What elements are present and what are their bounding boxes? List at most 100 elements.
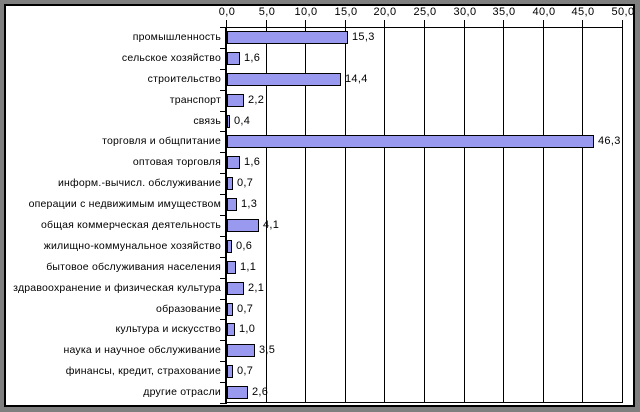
bar: [227, 135, 594, 148]
bar-value-label: 0,7: [237, 177, 254, 189]
category-label: транспорт: [169, 94, 221, 106]
bar: [227, 156, 240, 169]
gridline: [345, 27, 346, 403]
bar: [227, 177, 233, 190]
x-axis-tick-label: 50,0: [611, 6, 635, 18]
x-axis-tick: [384, 20, 385, 27]
category-axis-tick: [220, 319, 225, 320]
x-axis-tick-label: 45,0: [571, 6, 595, 18]
y-axis-line: [225, 27, 227, 404]
category-label: финансы, кредит, страхование: [65, 365, 221, 377]
bar: [227, 303, 233, 316]
bar: [227, 52, 240, 65]
bar-value-label: 15,3: [352, 31, 375, 43]
bar-value-label: 2,2: [248, 94, 265, 106]
chart-panel: [4, 4, 635, 407]
category-axis-tick: [220, 69, 225, 70]
x-axis-tick: [305, 20, 306, 27]
category-label: бытовое обслуживания населения: [46, 261, 221, 273]
x-axis-tick: [622, 20, 623, 27]
bar: [227, 31, 348, 44]
category-label: жилищно-коммунальное хозяйство: [43, 240, 221, 252]
bar-value-label: 4,1: [263, 219, 280, 231]
category-axis-tick: [220, 340, 225, 341]
bar-value-label: 0,7: [237, 303, 254, 315]
x-axis-tick-label: 40,0: [532, 6, 556, 18]
bar: [227, 261, 236, 274]
category-label: промышленность: [132, 31, 221, 43]
bar: [227, 282, 244, 295]
category-label: другие отрасли: [143, 386, 221, 398]
bar-value-label: 1,6: [244, 156, 261, 168]
category-axis-tick: [220, 382, 225, 383]
category-axis-tick: [220, 173, 225, 174]
bar-value-label: 46,3: [598, 135, 621, 147]
bar: [227, 344, 255, 357]
plot-right-border: [622, 27, 623, 403]
x-axis-tick-label: 30,0: [453, 6, 477, 18]
bar: [227, 386, 248, 399]
gridline: [582, 27, 583, 403]
bar-value-label: 0,6: [236, 240, 253, 252]
category-axis-tick: [220, 236, 225, 237]
x-axis-tick-label: 25,0: [413, 6, 437, 18]
x-axis-tick-label: 20,0: [373, 6, 397, 18]
category-axis-tick: [220, 403, 225, 404]
bar: [227, 323, 235, 336]
x-axis-tick: [503, 20, 504, 27]
category-label: связь: [193, 115, 221, 127]
category-axis-tick: [220, 257, 225, 258]
bar-value-label: 1,6: [244, 52, 261, 64]
gridline: [266, 27, 267, 403]
category-label: оптовая торговля: [132, 156, 221, 168]
x-axis-tick: [582, 20, 583, 27]
x-axis-tick: [266, 20, 267, 27]
category-label: наука и научное обслуживание: [63, 344, 221, 356]
category-label: сельское хозяйство: [121, 52, 221, 64]
bar-value-label: 1,3: [241, 198, 258, 210]
category-axis-tick: [220, 131, 225, 132]
category-label: операции с недвижимым имуществом: [28, 198, 221, 210]
x-axis-tick: [345, 20, 346, 27]
x-axis-tick-label: 35,0: [492, 6, 516, 18]
category-label: торговля и общпитание: [102, 135, 221, 147]
gridline: [424, 27, 425, 403]
category-axis-tick: [220, 111, 225, 112]
bar-value-label: 0,7: [237, 365, 254, 377]
bar: [227, 240, 232, 253]
gridline: [503, 27, 504, 403]
gridline: [305, 27, 306, 403]
x-axis-tick-label: 10,0: [294, 6, 318, 18]
bar-value-label: 2,1: [248, 282, 265, 294]
x-axis-tick: [543, 20, 544, 27]
category-label: общая коммерческая деятельность: [41, 219, 221, 231]
category-label: информ.-вычисл. обслуживание: [57, 177, 221, 189]
bar: [227, 94, 244, 107]
bar-value-label: 14,4: [345, 73, 368, 85]
bar-value-label: 0,4: [234, 115, 251, 127]
category-label: здравоохранение и физическая культура: [13, 282, 221, 294]
x-axis-tick: [226, 20, 227, 27]
bar: [227, 115, 230, 128]
category-axis-tick: [220, 299, 225, 300]
category-label: культура и искусство: [115, 323, 221, 335]
x-axis-tick-label: 0,0: [218, 6, 236, 18]
gridline: [543, 27, 544, 403]
category-axis-tick: [220, 361, 225, 362]
bar: [227, 73, 341, 86]
category-axis-tick: [220, 278, 225, 279]
category-axis-tick: [220, 215, 225, 216]
gridline: [384, 27, 385, 403]
category-axis-tick: [220, 90, 225, 91]
bar-value-label: 2,6: [252, 386, 269, 398]
bar-value-label: 3,5: [259, 344, 276, 356]
bar: [227, 198, 237, 211]
category-axis-tick: [220, 152, 225, 153]
bar: [227, 219, 259, 232]
x-axis-tick: [464, 20, 465, 27]
category-axis-tick: [220, 27, 225, 28]
bar-value-label: 1,1: [240, 261, 257, 273]
x-axis-tick-label: 15,0: [334, 6, 358, 18]
gridline: [464, 27, 465, 403]
